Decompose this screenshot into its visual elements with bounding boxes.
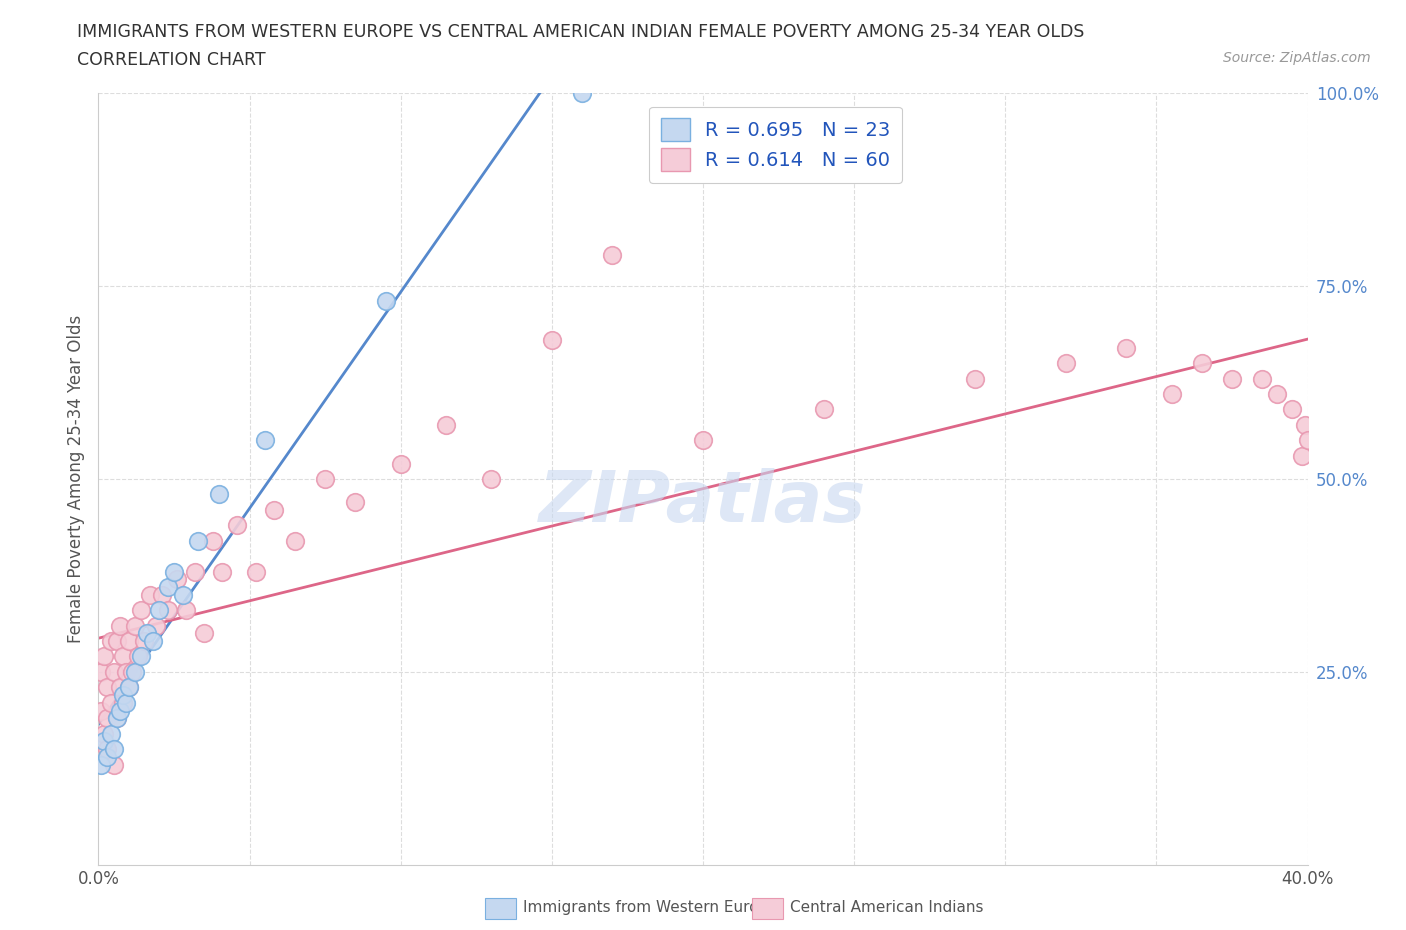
Point	[96, 750, 118, 764]
Point	[100, 696, 122, 711]
Point	[434, 418, 457, 432]
Point	[253, 433, 276, 448]
Point	[129, 649, 152, 664]
Point	[1160, 387, 1182, 402]
Point	[481, 472, 503, 486]
Point	[1296, 433, 1319, 448]
Point	[124, 665, 146, 680]
Point	[118, 633, 141, 648]
Point	[1191, 356, 1213, 371]
Point	[156, 603, 179, 618]
Point	[127, 649, 149, 664]
Point	[132, 633, 155, 648]
Text: CORRELATION CHART: CORRELATION CHART	[77, 51, 266, 69]
Point	[108, 703, 131, 718]
Point	[184, 565, 207, 579]
Point	[139, 588, 162, 603]
Point	[135, 626, 157, 641]
Text: IMMIGRANTS FROM WESTERN EUROPE VS CENTRAL AMERICAN INDIAN FEMALE POVERTY AMONG 2: IMMIGRANTS FROM WESTERN EUROPE VS CENTRA…	[77, 23, 1084, 41]
Point	[156, 579, 179, 594]
Point	[344, 495, 367, 510]
Point	[93, 726, 115, 741]
Point	[105, 711, 128, 725]
Point	[1251, 371, 1274, 386]
Text: Central American Indians: Central American Indians	[790, 900, 984, 915]
Point	[374, 294, 396, 309]
Point	[93, 734, 115, 749]
Point	[1294, 418, 1316, 432]
Point	[284, 533, 307, 548]
Point	[114, 665, 136, 680]
Point	[124, 618, 146, 633]
Text: Source: ZipAtlas.com: Source: ZipAtlas.com	[1223, 51, 1371, 65]
Point	[172, 588, 194, 603]
Point	[93, 649, 115, 664]
Text: ZIPatlas: ZIPatlas	[540, 468, 866, 537]
Point	[150, 588, 173, 603]
Point	[108, 680, 131, 695]
Point	[1054, 356, 1077, 371]
Point	[105, 711, 128, 725]
Point	[103, 665, 125, 680]
Point	[245, 565, 267, 579]
Point	[965, 371, 987, 386]
Point	[692, 433, 714, 448]
Point	[145, 618, 167, 633]
Point	[187, 533, 209, 548]
Point	[813, 402, 835, 417]
Point	[163, 565, 186, 579]
Point	[314, 472, 336, 486]
Point	[148, 603, 170, 618]
Point	[226, 518, 249, 533]
Point	[1281, 402, 1303, 417]
Point	[142, 633, 165, 648]
Point	[174, 603, 197, 618]
Point	[111, 696, 134, 711]
Point	[166, 572, 188, 587]
Point	[571, 86, 593, 100]
Point	[100, 633, 122, 648]
Point	[100, 726, 122, 741]
Point	[111, 649, 134, 664]
Point	[602, 247, 624, 262]
Point	[108, 618, 131, 633]
Point	[96, 680, 118, 695]
Point	[111, 687, 134, 702]
Legend: R = 0.695   N = 23, R = 0.614   N = 60: R = 0.695 N = 23, R = 0.614 N = 60	[650, 107, 903, 182]
Point	[540, 333, 562, 348]
Point	[208, 487, 231, 502]
Point	[90, 757, 112, 772]
Point	[1267, 387, 1289, 402]
Point	[1115, 340, 1137, 355]
Point	[103, 757, 125, 772]
Point	[129, 603, 152, 618]
Y-axis label: Female Poverty Among 25-34 Year Olds: Female Poverty Among 25-34 Year Olds	[67, 315, 86, 643]
Point	[90, 703, 112, 718]
Point	[96, 742, 118, 757]
Point	[202, 533, 225, 548]
Point	[1291, 448, 1313, 463]
Point	[105, 633, 128, 648]
Point	[389, 456, 412, 471]
Point	[90, 665, 112, 680]
Point	[118, 680, 141, 695]
Point	[1220, 371, 1243, 386]
Point	[118, 680, 141, 695]
Point	[211, 565, 233, 579]
Point	[263, 502, 285, 517]
Point	[193, 626, 215, 641]
Point	[103, 742, 125, 757]
Point	[121, 665, 143, 680]
Point	[96, 711, 118, 725]
Point	[114, 696, 136, 711]
Text: Immigrants from Western Europe: Immigrants from Western Europe	[523, 900, 778, 915]
